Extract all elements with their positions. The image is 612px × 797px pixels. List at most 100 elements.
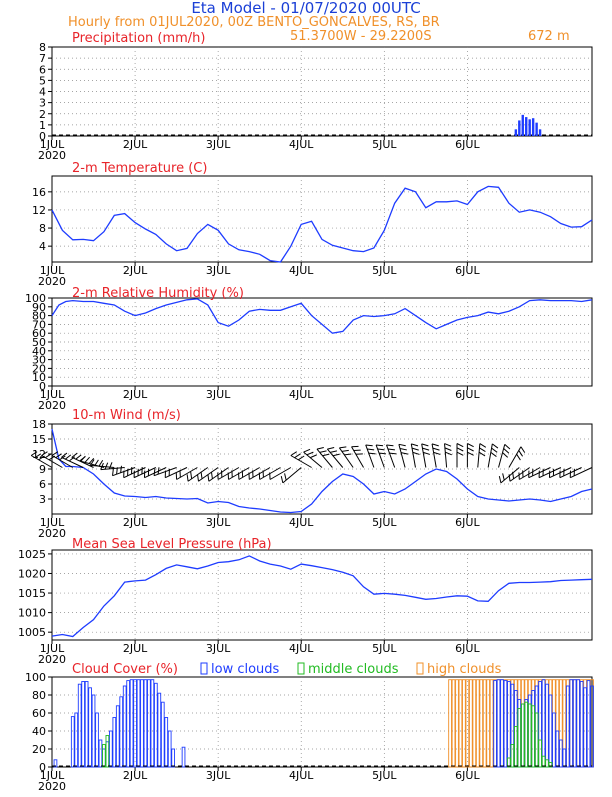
y-tick-label: 7 — [39, 52, 46, 65]
rh-title: 2-m Relative Humidity (%) — [72, 286, 244, 301]
precip-bar — [518, 120, 520, 136]
wind-barb-feather — [201, 472, 202, 479]
cloud-bar-high — [449, 680, 452, 767]
y-tick-label: 4 — [39, 240, 46, 253]
x-tick-label: 6JUL — [455, 264, 480, 277]
cloud-bar-low — [501, 680, 504, 767]
wind-barb-feather — [281, 476, 283, 483]
x-tick-label: 4JUL — [289, 264, 314, 277]
y-tick-label: 1005 — [18, 626, 46, 639]
x-tick-label: 6JUL — [455, 138, 480, 151]
wind-barb-shaft — [422, 444, 426, 468]
y-tick-label: 3 — [39, 493, 46, 506]
y-tick-label: 100 — [25, 292, 46, 305]
wind-barb-feather — [323, 454, 330, 456]
y-tick-label: 8 — [39, 41, 46, 54]
cloud-bar-low — [85, 682, 88, 768]
wind-barb-feather — [307, 452, 313, 455]
wind-barb-feather — [65, 455, 71, 459]
x-tick-label: 5JUL — [372, 138, 397, 151]
wind-barb-feather — [400, 448, 407, 449]
wind-barb-feather — [503, 473, 505, 480]
cloud-bar-low — [577, 680, 580, 767]
wind-barb-feather — [389, 453, 396, 454]
wind-barb — [499, 444, 510, 467]
cloud-bar-low — [542, 680, 545, 767]
cloud-bar-low — [573, 680, 576, 767]
wind-barb-feather — [295, 454, 301, 458]
x-tick-label: 2JUL — [123, 138, 148, 151]
pressure-title: Mean Sea Level Pressure (hPa) — [72, 537, 272, 552]
cloud-bar-low — [504, 681, 507, 767]
wind-barb — [176, 468, 197, 480]
x-tick-label: 3JUL — [206, 516, 231, 529]
y-tick-label: 3 — [39, 97, 46, 110]
y-tick-label: 15 — [32, 433, 46, 446]
wind-barb — [72, 453, 94, 467]
legend-swatch-low — [201, 663, 207, 674]
wind-barb-feather — [519, 450, 523, 456]
cloud-bar-low — [137, 680, 140, 767]
wind-barb-shaft — [283, 468, 301, 483]
cloud-bar-low — [165, 718, 168, 768]
wind-barb-shaft — [366, 445, 374, 468]
x-tick-label: 4JUL — [289, 642, 314, 655]
cloud-bar-middle — [525, 702, 528, 767]
x-year-label: 2020 — [38, 653, 66, 666]
wind-barb-shaft — [445, 444, 447, 468]
legend-swatch-high — [417, 663, 423, 674]
series-line — [52, 556, 592, 637]
cloud-bar-low — [570, 680, 573, 767]
wind-barb — [281, 468, 301, 483]
cloud-bar-low — [158, 693, 161, 767]
x-tick-label: 2JUL — [123, 769, 148, 782]
wind-barb-shaft — [570, 468, 592, 478]
cloud-bar-middle — [546, 760, 549, 767]
y-tick-label: 4 — [39, 86, 46, 99]
cloud-bar-low — [566, 686, 569, 767]
wind-barb-feather — [285, 473, 287, 480]
wind-barb — [399, 444, 408, 467]
x-tick-label: 2JUL — [123, 516, 148, 529]
x-tick-label: 2JUL — [123, 264, 148, 277]
wind-barb-shaft — [386, 445, 394, 468]
cloud-bar-middle — [542, 756, 545, 767]
wind-barb-feather — [158, 467, 159, 474]
cloud-bar-low — [141, 680, 144, 767]
x-tick-label: 4JUL — [289, 388, 314, 401]
precip-bar — [525, 117, 527, 136]
wind-barb — [317, 448, 332, 468]
cloud-bar-low — [553, 713, 556, 767]
wind-barb-feather — [399, 444, 406, 445]
cloud-bar-low — [556, 731, 559, 767]
wind-barb — [386, 445, 396, 468]
wind-barb-shaft — [509, 447, 521, 468]
x-tick-label: 3JUL — [206, 642, 231, 655]
cloud-bar-middle — [539, 740, 542, 767]
cloud-bar-low — [71, 717, 74, 767]
cloud-bar-high — [480, 680, 483, 767]
wind-barb-feather — [208, 474, 209, 481]
legend-low: low clouds — [211, 662, 280, 677]
wind-barb-shaft — [291, 456, 312, 468]
x-tick-label: 6JUL — [455, 388, 480, 401]
y-tick-label: 1 — [39, 119, 46, 132]
wind-barb-feather — [369, 453, 376, 454]
y-tick-label: 1025 — [18, 548, 46, 561]
precip-bar — [528, 119, 530, 136]
y-tick-label: 8 — [39, 222, 46, 235]
wind-barb-feather — [504, 448, 509, 453]
precip-bar — [535, 123, 537, 136]
cloud-bar-low — [82, 682, 85, 768]
y-tick-label: 6 — [39, 63, 46, 76]
cloud-bar-low — [109, 731, 112, 767]
wind-barb-shaft — [499, 444, 505, 467]
wind-barb-shaft — [304, 452, 322, 467]
wind-barb-feather — [433, 448, 440, 450]
cloud-bar-low — [148, 680, 151, 767]
wind-barb-feather — [479, 448, 485, 452]
wind-barb-feather — [366, 445, 373, 446]
